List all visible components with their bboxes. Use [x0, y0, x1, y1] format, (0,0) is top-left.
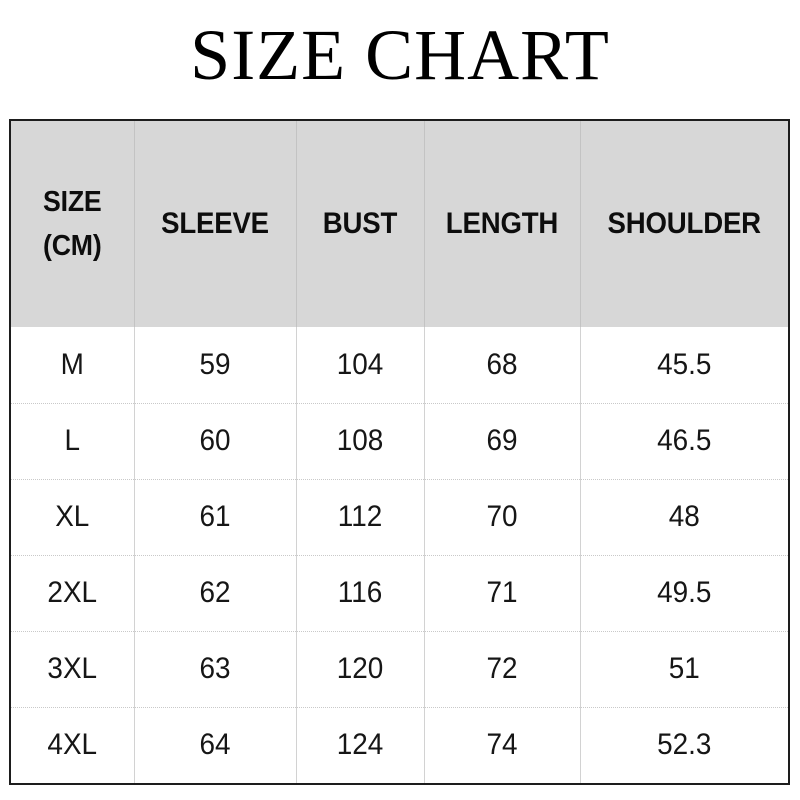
column-header-size-line1: SIZE — [42, 185, 102, 218]
column-header-sleeve: SLEEVE — [140, 121, 290, 327]
cell-shoulder: 51 — [587, 630, 781, 707]
table-row: XL 61 112 70 48 — [11, 478, 788, 555]
table-row: 2XL 62 116 71 49.5 — [11, 554, 788, 631]
cell-size: M — [15, 327, 131, 403]
table-header: SIZE (CM) SLEEVE BUST LENGTH SHOULDER — [11, 121, 788, 327]
cell-size: 4XL — [15, 706, 131, 783]
size-chart-table-container: SIZE (CM) SLEEVE BUST LENGTH SHOULDER M … — [9, 119, 790, 785]
column-header-bust: BUST — [301, 121, 420, 327]
table-row: M 59 104 68 45.5 — [11, 327, 788, 403]
cell-bust: 104 — [300, 327, 420, 403]
cell-shoulder: 46.5 — [587, 402, 781, 479]
cell-bust: 124 — [300, 706, 420, 783]
cell-bust: 116 — [300, 554, 420, 631]
cell-sleeve: 63 — [139, 630, 291, 707]
cell-length: 71 — [429, 554, 576, 631]
column-header-shoulder: SHOULDER — [588, 121, 780, 327]
cell-shoulder: 45.5 — [587, 327, 781, 403]
cell-bust: 112 — [300, 478, 420, 555]
table-row: L 60 108 69 46.5 — [11, 402, 788, 479]
cell-size: 3XL — [15, 630, 131, 707]
cell-length: 68 — [429, 327, 576, 403]
cell-length: 70 — [429, 478, 576, 555]
cell-sleeve: 61 — [139, 478, 291, 555]
cell-sleeve: 59 — [139, 327, 291, 403]
cell-bust: 120 — [300, 630, 420, 707]
cell-sleeve: 60 — [139, 402, 291, 479]
cell-bust: 108 — [300, 402, 420, 479]
cell-length: 74 — [429, 706, 576, 783]
column-header-length: LENGTH — [430, 121, 575, 327]
cell-sleeve: 62 — [139, 554, 291, 631]
cell-length: 72 — [429, 630, 576, 707]
table-row: 4XL 64 124 74 52.3 — [11, 706, 788, 783]
size-chart-table: SIZE (CM) SLEEVE BUST LENGTH SHOULDER M … — [11, 121, 788, 783]
cell-sleeve: 64 — [139, 706, 291, 783]
cell-size: 2XL — [15, 554, 131, 631]
cell-length: 69 — [429, 402, 576, 479]
cell-shoulder: 48 — [587, 478, 781, 555]
column-header-size-line2: (CM) — [43, 230, 102, 262]
cell-shoulder: 49.5 — [587, 554, 781, 631]
cell-size: L — [15, 402, 131, 479]
page-title: SIZE CHART — [190, 15, 610, 95]
cell-shoulder: 52.3 — [587, 706, 781, 783]
table-body: M 59 104 68 45.5 L 60 108 69 46.5 XL 61 … — [11, 327, 788, 783]
column-header-size: SIZE (CM) — [15, 121, 130, 327]
table-row: 3XL 63 120 72 51 — [11, 630, 788, 707]
table-header-row: SIZE (CM) SLEEVE BUST LENGTH SHOULDER — [11, 121, 788, 327]
cell-size: XL — [15, 478, 131, 555]
